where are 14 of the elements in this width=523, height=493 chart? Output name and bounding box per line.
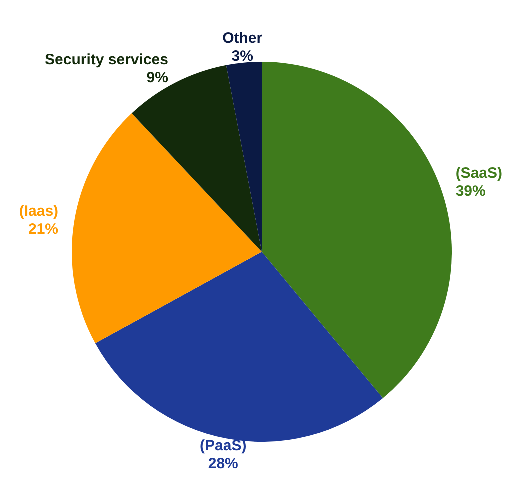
slice-label: Other	[222, 30, 263, 47]
pie-slice	[72, 113, 262, 344]
slice-label: (Iaas)	[19, 202, 59, 220]
slice-label: (PaaS)	[200, 437, 247, 454]
data-label: 28%	[208, 455, 238, 472]
slice-label: (SaaS)	[456, 165, 503, 182]
data-label: 9%	[146, 69, 168, 86]
pie-slice	[262, 62, 452, 398]
pie-slice	[226, 62, 262, 252]
pie-slice	[132, 65, 262, 252]
data-label: 39%	[456, 183, 486, 200]
data-label: 3%	[232, 48, 254, 65]
slice-label: Security services	[45, 51, 168, 68]
data-label: 21%	[28, 220, 59, 238]
